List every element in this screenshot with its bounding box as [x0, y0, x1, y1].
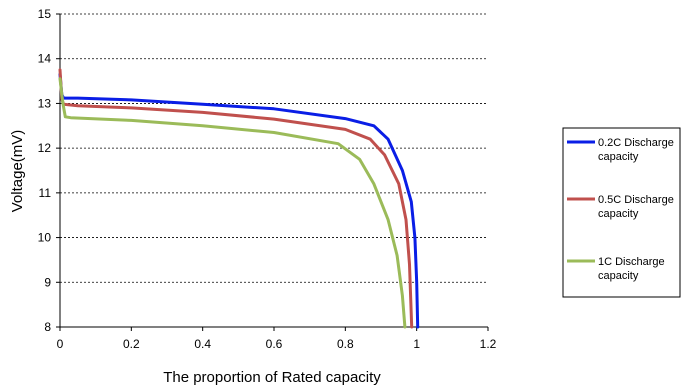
- legend: 0.2C Discharge capacity 0.5C Discharge capa…: [562, 127, 681, 298]
- legend-label-2-1: capacity: [598, 270, 639, 282]
- x-tick-label-4: 0.8: [337, 337, 354, 351]
- y-tick-label-7: 15: [38, 7, 52, 21]
- y-tick-label-1: 9: [44, 275, 51, 289]
- axes: [56, 13, 489, 331]
- y-tick-label-3: 11: [39, 186, 52, 200]
- gridlines: [60, 13, 488, 283]
- legend-box: [562, 127, 681, 298]
- y-tick-label-2: 10: [38, 231, 52, 245]
- legend-label-0-0: 0.2C Discharge: [598, 137, 674, 149]
- tick-labels: 8 9 10 11 12 13 14 15 0 0.2 0.4 0.6 0.8 1 1.2: [38, 7, 497, 351]
- x-tick-label-2: 0.4: [194, 337, 211, 351]
- x-tick-label-0: 0: [57, 337, 64, 351]
- x-tick-label-1: 0.2: [123, 337, 140, 351]
- legend-label-2-0: 1C Discharge: [598, 256, 665, 268]
- y-axis-title: Voltage(mV): [9, 130, 26, 213]
- series-lines: [58, 68, 420, 329]
- series-line-0: [58, 72, 420, 329]
- x-tick-label-6: 1.2: [480, 337, 497, 351]
- y-tick-label-6: 14: [38, 52, 52, 66]
- x-tick-label-3: 0.6: [266, 337, 283, 351]
- x-tick-label-5: 1: [413, 337, 420, 351]
- legend-label-1-1: capacity: [598, 208, 639, 220]
- y-tick-label-4: 12: [38, 141, 52, 155]
- y-tick-label-5: 13: [38, 96, 52, 110]
- x-axis-title: The proportion of Rated capacity: [163, 369, 381, 386]
- legend-label-0-1: capacity: [598, 151, 639, 163]
- series-line-1: [58, 68, 414, 329]
- legend-label-1-0: 0.5C Discharge: [598, 194, 674, 206]
- y-tick-label-0: 8: [44, 320, 51, 334]
- series-line-2: [58, 77, 407, 329]
